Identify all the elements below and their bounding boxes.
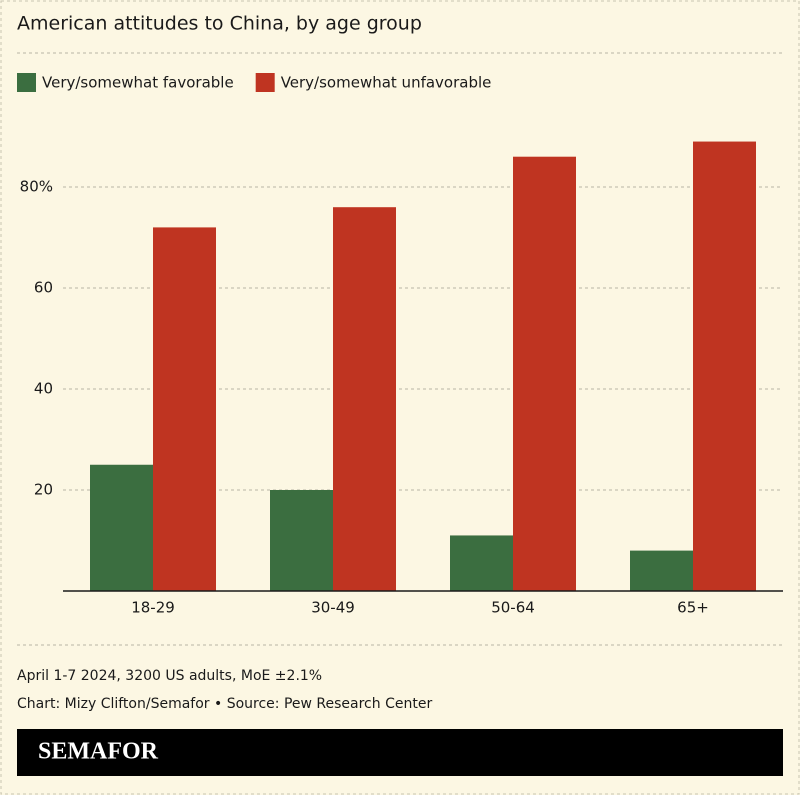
chart-title: American attitudes to China, by age grou… — [17, 13, 422, 35]
brand: SEMAFOR — [38, 739, 159, 765]
bar — [153, 227, 216, 591]
legend-swatch — [255, 73, 275, 92]
legend-swatch — [17, 73, 36, 92]
legend-label: Very/somewhat favorable — [42, 74, 234, 92]
x-tick-label: 18-29 — [131, 599, 175, 617]
x-tick-label: 50-64 — [491, 599, 535, 617]
bar — [630, 550, 693, 591]
y-tick-label: 60 — [34, 279, 53, 297]
bar — [513, 156, 576, 591]
y-tick-label: 20 — [34, 481, 53, 499]
source: Chart: Mizy Clifton/Semafor • Source: Pe… — [17, 696, 432, 712]
x-tick-label: 30-49 — [311, 599, 355, 617]
bar — [333, 207, 396, 591]
y-tick-label: 40 — [34, 380, 53, 398]
bar — [270, 490, 333, 591]
y-tick-label: 80% — [20, 178, 53, 196]
brand-bar — [17, 729, 783, 776]
legend-label: Very/somewhat unfavorable — [281, 74, 492, 92]
note: April 1-7 2024, 3200 US adults, MoE ±2.1… — [17, 668, 322, 684]
x-tick-label: 65+ — [677, 599, 709, 617]
bar — [90, 464, 153, 591]
bar — [693, 141, 756, 592]
bar — [450, 535, 513, 591]
